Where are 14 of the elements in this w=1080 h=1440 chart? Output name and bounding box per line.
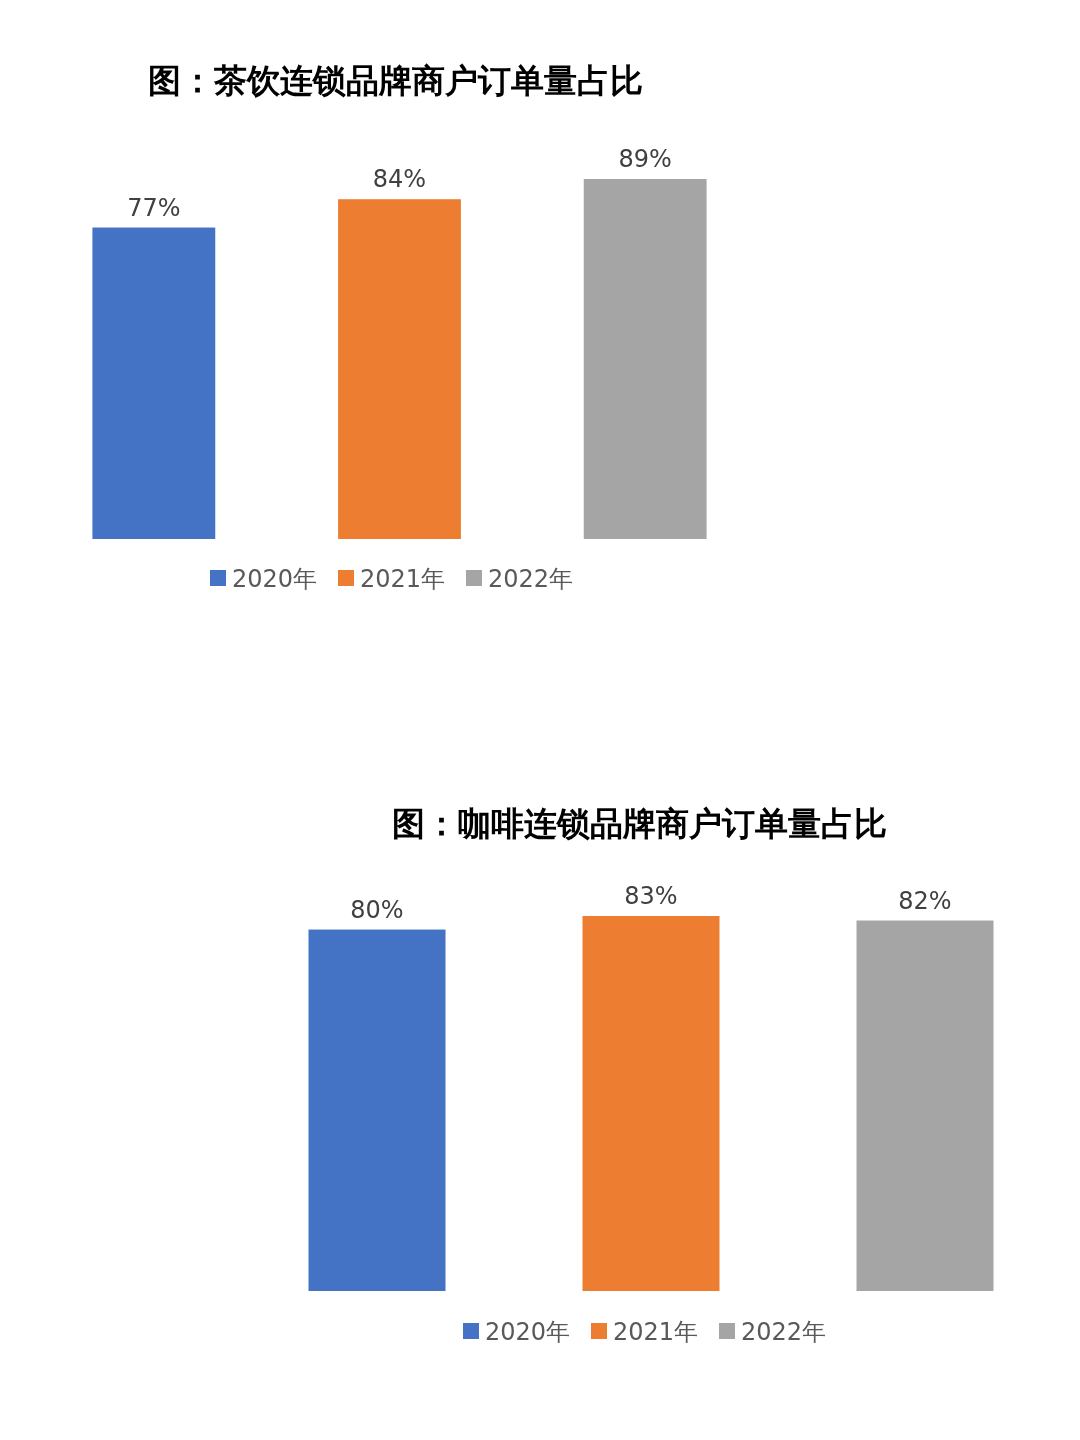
text: 2022年 (488, 565, 574, 593)
text: 2021年 (613, 1318, 699, 1346)
chart-title: 图：茶饮连锁品牌商户订单量占比 (148, 61, 643, 100)
chart-title: 图：咖啡连锁品牌商户订单量占比 (392, 804, 887, 843)
data-label: 80% (350, 895, 404, 924)
data-label: 89% (618, 145, 672, 173)
text: 2022年 (741, 1318, 827, 1346)
data-label: 84% (372, 165, 427, 194)
data-label: 77% (127, 193, 181, 222)
text: 2021年 (360, 565, 446, 593)
data-label: 83% (624, 882, 678, 910)
data-label: 82% (898, 886, 952, 915)
text: 2020年 (485, 1318, 571, 1346)
text: 2020年 (232, 565, 318, 593)
